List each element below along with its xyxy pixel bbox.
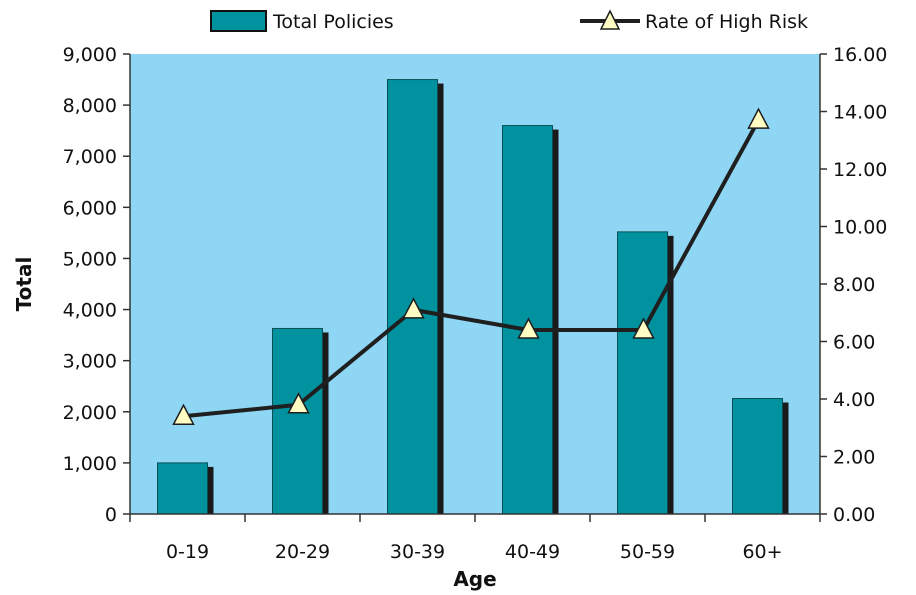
bar-30-39: [387, 79, 438, 515]
x-axis-title: Age: [453, 567, 496, 591]
x-tick-label: 20-29: [275, 541, 330, 563]
legend-swatch-total-policies: [210, 10, 267, 32]
right-tick-label: 8.00: [833, 274, 875, 296]
right-tick-label: 6.00: [833, 332, 875, 354]
bar-0-19: [157, 462, 208, 515]
rate-marker-0-19: [172, 403, 195, 425]
bar-50-59: [617, 231, 668, 515]
rate-marker-60+: [747, 107, 770, 129]
left-tick-label: 2,000: [63, 402, 117, 424]
x-tick-label: 50-59: [620, 541, 675, 563]
left-tick-label: 7,000: [63, 146, 117, 168]
x-tick-label: 30-39: [390, 541, 445, 563]
rate-marker-30-39: [402, 297, 425, 319]
legend: Total Policies Rate of High Risk: [210, 9, 808, 33]
rate-line: [183, 119, 761, 419]
rate-marker-40-49: [517, 317, 540, 339]
y-axis-title: Total: [12, 257, 36, 312]
bar-series: [157, 79, 789, 515]
right-tick-label: 12.00: [833, 159, 887, 181]
right-tick-label: 14.00: [833, 102, 887, 124]
bar-60+: [732, 397, 783, 515]
line-series: [172, 107, 770, 425]
left-tick-label: 6,000: [63, 197, 117, 219]
x-axis-ticks: 0-19 20-29 30-39 40-49 50-59 60+: [129, 514, 821, 563]
legend-marker-rate-of-high-risk: [599, 9, 621, 30]
left-tick-label: 5,000: [63, 248, 117, 270]
left-tick-label: 9,000: [63, 44, 117, 66]
left-tick-label: 8,000: [63, 95, 117, 117]
legend-label-total-policies: Total Policies: [272, 11, 394, 33]
left-tick-label: 0: [105, 504, 117, 526]
x-tick-label: 60+: [742, 541, 782, 563]
left-tick-label: 4,000: [63, 300, 117, 322]
plot-area: [130, 54, 820, 514]
rate-marker-50-59: [632, 317, 655, 339]
bar-20-29: [272, 327, 323, 515]
rate-marker-20-29: [287, 392, 310, 414]
left-tick-label: 1,000: [63, 453, 117, 475]
x-tick-label: 0-19: [166, 541, 209, 563]
right-tick-label: 4.00: [833, 389, 875, 411]
right-tick-label: 10.00: [833, 217, 887, 239]
left-tick-label: 3,000: [63, 351, 117, 373]
left-axis-ticks: 0 1,000 2,000 3,000 4,000 5,000 6,000 7,000 8,00…: [63, 44, 130, 526]
right-tick-label: 2.00: [833, 447, 875, 469]
x-tick-label: 40-49: [505, 541, 560, 563]
right-tick-label: 0.00: [833, 504, 875, 526]
right-axis-ticks: 0.00 2.00 4.00 6.00 8.00 10.00 12.00 14.00 16.00: [820, 44, 887, 526]
right-tick-label: 16.00: [833, 44, 887, 66]
legend-label-rate-of-high-risk: Rate of High Risk: [645, 11, 808, 33]
